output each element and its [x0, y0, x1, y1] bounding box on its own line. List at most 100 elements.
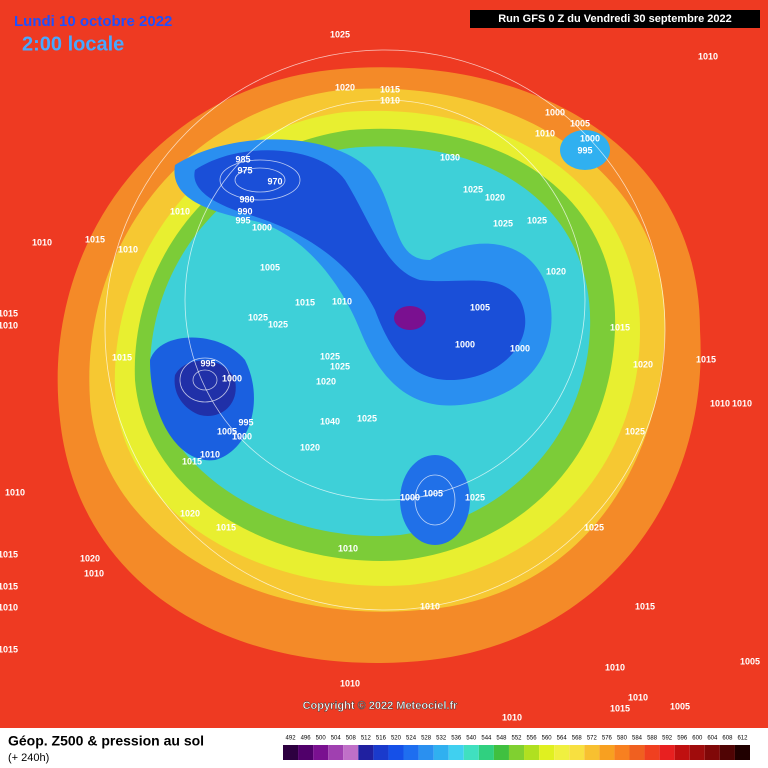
isobar-label: 1005: [670, 701, 690, 711]
isobar-label: 1005: [470, 302, 490, 312]
colorbar-label: 524: [406, 736, 417, 742]
isobar: [104, 49, 666, 611]
colorbar-label: 588: [647, 736, 658, 742]
isobar-label: 1000: [580, 133, 600, 143]
isobar-label: 1025: [320, 351, 340, 361]
isobars: [104, 49, 666, 611]
colorbar-label: 540: [466, 736, 477, 742]
colorbar-label: 552: [511, 736, 522, 742]
colorbar-label: 564: [557, 736, 568, 742]
isobar-label: 1005: [217, 426, 237, 436]
footer-lead: (+ 240h): [8, 752, 49, 764]
isobar: [179, 357, 231, 403]
isobar-label: 1010: [502, 712, 522, 722]
copyright: Copyright © 2022 Meteociel.fr: [303, 700, 459, 712]
isobar-label: 1020: [80, 553, 100, 563]
colorbar-label: 560: [542, 736, 553, 742]
colorbar-swatch: [493, 745, 509, 760]
isobar-label: 1010: [628, 692, 648, 702]
colorbar-label: 520: [391, 736, 402, 742]
isobar: [184, 99, 586, 501]
isobar-label: 1020: [633, 359, 653, 369]
isobar-label: 1015: [85, 234, 105, 244]
isobar-label: 1015: [216, 522, 236, 532]
run-info: Run GFS 0 Z du Vendredi 30 septembre 202…: [498, 13, 732, 25]
isobar-label: 1020: [485, 192, 505, 202]
isobar-label: 1000: [400, 492, 420, 502]
isobar-label: 1025: [248, 312, 268, 322]
colorbar-label: 536: [451, 736, 462, 742]
isobar-label: 1010: [200, 449, 220, 459]
isobar-label: 1015: [182, 456, 202, 466]
colorbar-swatch: [704, 745, 720, 760]
isobar-label: 1010: [84, 568, 104, 578]
isobar-label: 1005: [740, 656, 760, 666]
isobar: [219, 159, 301, 201]
colorbar-swatch: [554, 745, 570, 760]
isobar-label: 1025: [330, 29, 350, 39]
isobar-label: 1025: [625, 426, 645, 436]
isobar-label: 1025: [357, 413, 377, 423]
isobar-label: 1015: [0, 644, 18, 654]
isobar-label: 1010: [0, 320, 18, 330]
colorbar-label: 576: [602, 736, 613, 742]
colorbar-label: 496: [301, 736, 312, 742]
isobar-label: 1010: [535, 128, 555, 138]
colorbar-swatch: [569, 745, 585, 760]
isobar-label: 1010: [5, 487, 25, 497]
isobar-label: 1010: [420, 601, 440, 611]
colorbar-label: 512: [361, 736, 372, 742]
colorbar-swatch: [719, 745, 735, 760]
colorbar-label: 600: [692, 736, 703, 742]
geopotential-fields: [57, 67, 701, 664]
isobar-label: 1015: [0, 308, 18, 318]
isobar-label: 1010: [0, 602, 18, 612]
isobar-label: 1015: [380, 84, 400, 94]
isobar-label: 1000: [545, 107, 565, 117]
colorbar-label: 608: [722, 736, 733, 742]
colorbar-swatch: [734, 745, 750, 760]
isobar-label: 1025: [268, 319, 288, 329]
colorbar-swatch: [689, 745, 705, 760]
isobar-label: 1000: [252, 222, 272, 232]
isobar: [192, 369, 218, 391]
colorbar-label: 580: [617, 736, 628, 742]
colorbar-label: 492: [286, 736, 297, 742]
colorbar-swatch: [373, 745, 389, 760]
isobar-label: 1000: [510, 343, 530, 353]
run-box: [470, 10, 760, 28]
colorbar-swatch: [599, 745, 615, 760]
isobar-label: 1010: [170, 206, 190, 216]
colorbar-label: 548: [496, 736, 507, 742]
colorbar-label: 508: [346, 736, 357, 742]
isobar-label: 1010: [118, 244, 138, 254]
isobar-label: 985: [235, 154, 250, 164]
isobar-label: 1015: [295, 297, 315, 307]
isobar-label: 1020: [335, 82, 355, 92]
isobar-label: 1020: [180, 508, 200, 518]
colorbar-swatch: [478, 745, 494, 760]
isobar-label: 1015: [610, 322, 630, 332]
isobar: [234, 167, 286, 193]
forecast-date: Lundi 10 octobre 2022: [14, 13, 172, 30]
isobar-label: 975: [237, 165, 252, 175]
colorbar-label: 596: [677, 736, 688, 742]
field-purple-core: [394, 306, 426, 330]
isobar-label: 1025: [465, 492, 485, 502]
colorbar-swatch: [328, 745, 344, 760]
colorbar-label: 504: [331, 736, 342, 742]
isobar-label: 1020: [316, 376, 336, 386]
isobar-label: 1015: [112, 352, 132, 362]
isobar-label: 1005: [260, 262, 280, 272]
colorbar-swatch: [313, 745, 329, 760]
colorbar-label: 500: [316, 736, 327, 742]
isobar-label: 1000: [455, 339, 475, 349]
colorbar-swatch: [358, 745, 374, 760]
isobar-label: 995: [235, 215, 250, 225]
colorbar-swatch: [463, 745, 479, 760]
colorbar-label: 568: [572, 736, 583, 742]
footer-title: Géop. Z500 & pression au sol: [8, 733, 204, 749]
